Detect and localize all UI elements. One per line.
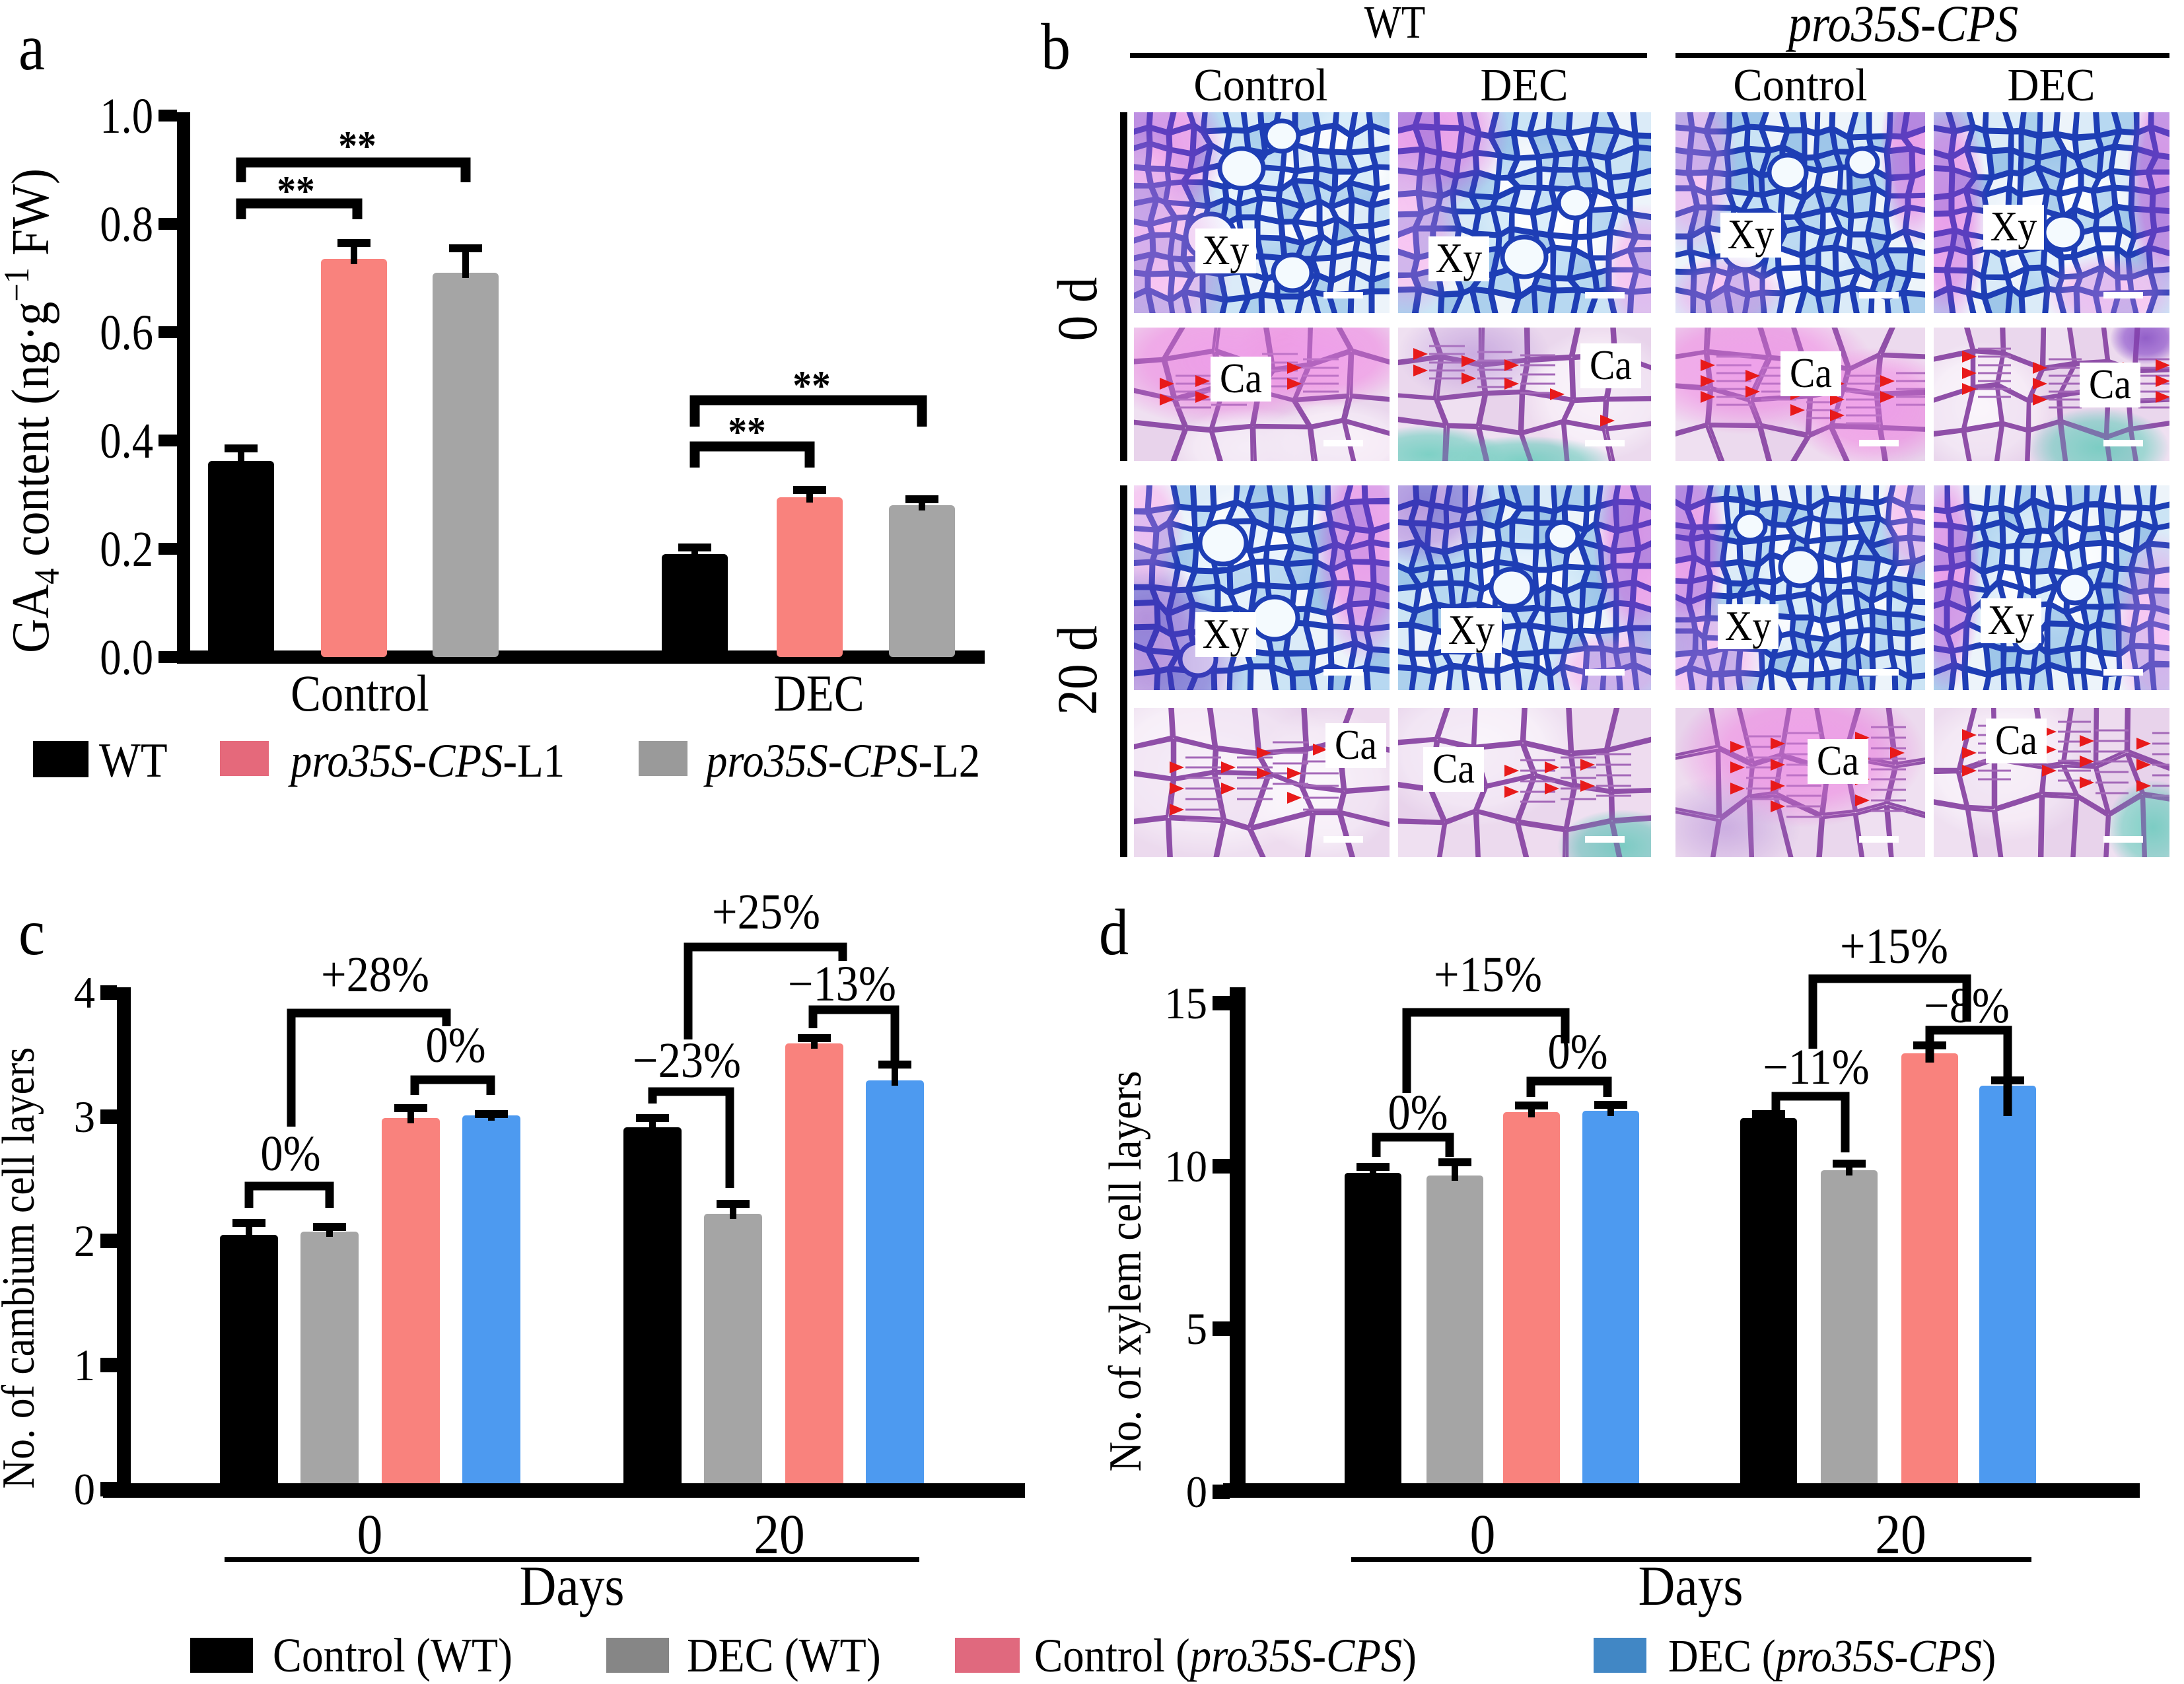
- svg-text:Control (WT): Control (WT): [273, 1629, 512, 1683]
- svg-text:0.6: 0.6: [100, 305, 153, 361]
- svg-text:0: 0: [74, 1465, 95, 1515]
- svg-text:10: 10: [1164, 1142, 1207, 1192]
- svg-text:−23%: −23%: [633, 1033, 741, 1088]
- svg-text:−13%: −13%: [788, 956, 896, 1012]
- svg-text:Xy: Xy: [1448, 607, 1495, 653]
- svg-text:0%: 0%: [1547, 1024, 1607, 1080]
- svg-text:DEC (WT): DEC (WT): [687, 1629, 881, 1683]
- svg-text:pro35S-CPS-L1: pro35S-CPS-L1: [287, 734, 565, 787]
- svg-text:Ca: Ca: [2089, 361, 2131, 407]
- svg-text:1: 1: [74, 1341, 95, 1391]
- svg-text:0: 0: [1470, 1502, 1496, 1566]
- svg-text:c: c: [18, 895, 45, 969]
- svg-text:0.8: 0.8: [100, 197, 153, 252]
- svg-text:0.0: 0.0: [100, 630, 153, 685]
- svg-text:DEC: DEC: [2007, 59, 2095, 110]
- svg-text:Days: Days: [1638, 1554, 1743, 1617]
- svg-text:Ca: Ca: [1220, 355, 1262, 402]
- svg-text:Xy: Xy: [1990, 203, 2037, 250]
- svg-text:+28%: +28%: [321, 947, 429, 1002]
- svg-text:0 d: 0 d: [1045, 277, 1109, 341]
- svg-text:No. of xylem cell layers: No. of xylem cell layers: [1100, 1071, 1151, 1472]
- svg-text:WT: WT: [1364, 0, 1425, 48]
- svg-text:WT: WT: [99, 734, 168, 788]
- svg-text:Xy: Xy: [1436, 235, 1483, 281]
- svg-text:No. of cambium cell layers: No. of cambium cell layers: [0, 1047, 44, 1489]
- svg-text:DEC (pro35S-CPS): DEC (pro35S-CPS): [1668, 1631, 1996, 1682]
- svg-text:0.2: 0.2: [100, 522, 153, 577]
- svg-text:20: 20: [1875, 1502, 1926, 1566]
- svg-text:Xy: Xy: [1728, 211, 1775, 258]
- svg-text:Control (pro35S-CPS): Control (pro35S-CPS): [1034, 1629, 1417, 1682]
- svg-text:Control: Control: [291, 665, 429, 722]
- svg-text:−8%: −8%: [1924, 978, 2010, 1034]
- svg-text:**: **: [338, 123, 376, 169]
- svg-text:a: a: [18, 11, 45, 84]
- svg-text:Xy: Xy: [1203, 611, 1250, 657]
- svg-text:5: 5: [1186, 1305, 1207, 1354]
- svg-text:0%: 0%: [425, 1018, 485, 1073]
- svg-text:Ca: Ca: [1995, 717, 2037, 763]
- svg-text:0.4: 0.4: [100, 413, 153, 469]
- svg-text:+15%: +15%: [1434, 947, 1542, 1002]
- svg-text:GA4 content (ng·g−1 FW): GA4 content (ng·g−1 FW): [0, 168, 67, 653]
- svg-text:3: 3: [74, 1093, 95, 1142]
- svg-text:15: 15: [1164, 979, 1207, 1029]
- svg-text:d: d: [1099, 895, 1129, 969]
- svg-text:4: 4: [74, 969, 95, 1018]
- svg-text:Ca: Ca: [1817, 738, 1859, 784]
- svg-text:Ca: Ca: [1432, 746, 1475, 792]
- svg-text:1.0: 1.0: [100, 88, 153, 144]
- svg-text:DEC: DEC: [1480, 59, 1568, 110]
- svg-text:**: **: [728, 409, 766, 455]
- svg-text:Xy: Xy: [1725, 603, 1772, 649]
- svg-text:+25%: +25%: [712, 884, 820, 940]
- svg-text:DEC: DEC: [773, 665, 864, 722]
- svg-text:Control: Control: [1733, 59, 1867, 110]
- svg-text:**: **: [277, 168, 315, 214]
- svg-text:0: 0: [1186, 1468, 1207, 1518]
- svg-text:**: **: [793, 363, 831, 409]
- svg-text:Ca: Ca: [1590, 342, 1632, 388]
- svg-text:0: 0: [357, 1502, 383, 1566]
- svg-text:Ca: Ca: [1790, 350, 1832, 396]
- svg-text:pro35S-CPS: pro35S-CPS: [1785, 0, 2018, 53]
- svg-text:0%: 0%: [1388, 1085, 1448, 1140]
- svg-text:20: 20: [754, 1502, 804, 1566]
- svg-text:Days: Days: [519, 1554, 624, 1617]
- svg-text:Xy: Xy: [1988, 597, 2035, 643]
- svg-text:Ca: Ca: [1335, 722, 1377, 768]
- svg-text:2: 2: [74, 1217, 95, 1267]
- svg-text:+15%: +15%: [1840, 919, 1948, 974]
- svg-text:pro35S-CPS-L2: pro35S-CPS-L2: [703, 734, 980, 787]
- svg-text:b: b: [1041, 10, 1071, 83]
- svg-text:Xy: Xy: [1203, 227, 1250, 273]
- svg-text:0%: 0%: [260, 1126, 320, 1181]
- svg-text:Control: Control: [1193, 59, 1327, 110]
- svg-text:20 d: 20 d: [1045, 625, 1109, 715]
